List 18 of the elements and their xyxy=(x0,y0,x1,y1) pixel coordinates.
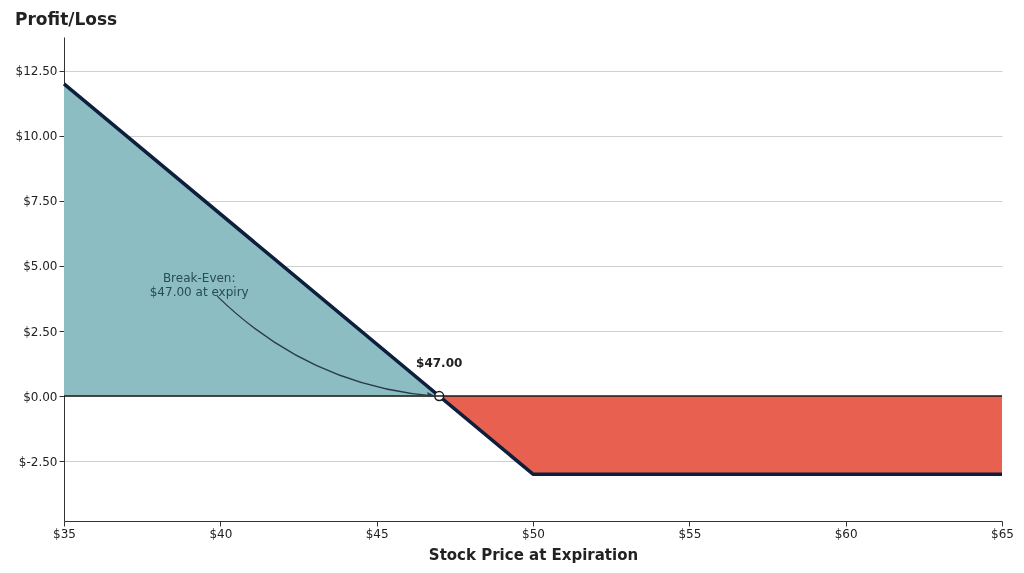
x-axis-title: Stock Price at Expiration xyxy=(428,545,639,564)
chart-title: Profit/Loss xyxy=(15,9,118,29)
x-tick-label: $35 xyxy=(53,526,76,541)
x-tick-label: $40 xyxy=(209,526,233,541)
y-tick-label: $-2.50 xyxy=(18,454,58,469)
y-tick-label: $10.00 xyxy=(15,129,58,144)
x-tick-label: $50 xyxy=(522,526,545,541)
x-tick-label: $65 xyxy=(991,526,1014,541)
annotation: Break-Even: $47.00 at expiry xyxy=(149,271,249,300)
x-tick-label: $55 xyxy=(678,526,702,541)
x-tick-label: $45 xyxy=(365,526,389,541)
y-tick-label: $5.00 xyxy=(23,259,58,274)
y-tick-label: $2.50 xyxy=(23,324,58,339)
y-tick-label: $7.50 xyxy=(23,194,58,209)
y-tick-label: $12.50 xyxy=(15,64,58,79)
x-tick-label: $60 xyxy=(834,526,858,541)
y-tick-label: $0.00 xyxy=(23,389,58,404)
annotation: $47.00 xyxy=(416,356,463,371)
